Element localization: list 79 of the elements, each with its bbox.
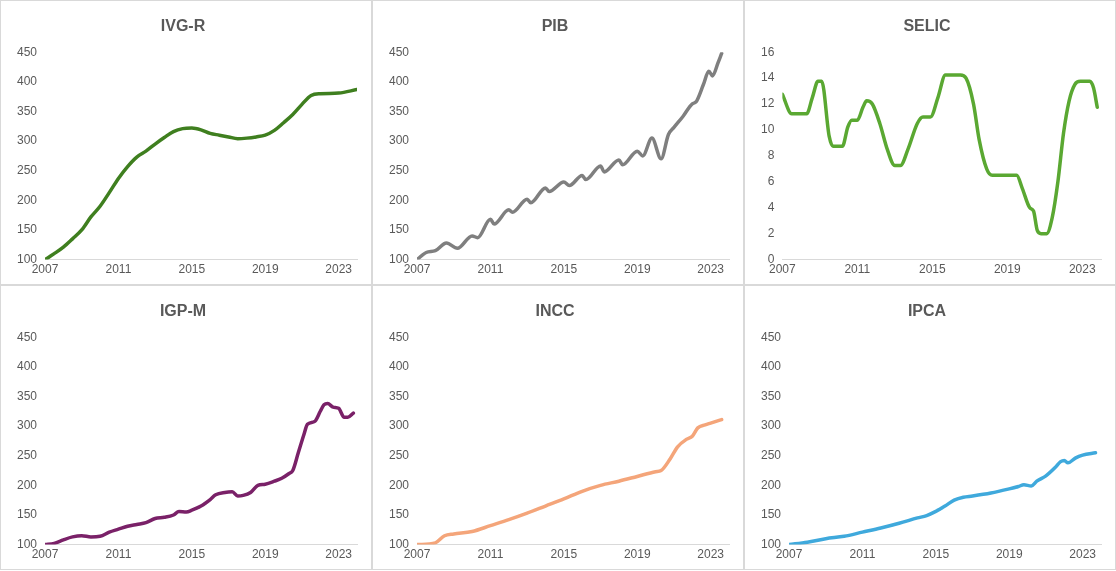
x-tick-label: 2011	[477, 547, 504, 562]
x-tick-label: 2015	[918, 262, 946, 277]
y-tick-label: 200	[388, 192, 410, 207]
y-tick-label: 350	[388, 103, 410, 118]
y-tick-label: 350	[16, 388, 38, 403]
y-tick-label: 350	[760, 388, 782, 403]
chart-title: SELIC	[903, 17, 951, 35]
y-tick-label: 200	[388, 477, 410, 492]
y-tick-label: 150	[388, 507, 410, 522]
y-tick-label: 200	[760, 477, 782, 492]
x-tick-label: 2011	[844, 262, 871, 277]
y-tick-label: 300	[760, 418, 782, 433]
y-tick-label: 350	[16, 103, 38, 118]
chart-title: PIB	[541, 17, 569, 35]
y-tick-label: 450	[16, 329, 38, 344]
y-tick-label: 14	[760, 70, 775, 85]
line-series	[417, 52, 724, 260]
x-tick-label: 2015	[178, 262, 206, 277]
y-tick-label: 10	[760, 122, 775, 137]
line-series	[45, 401, 356, 545]
x-tick-label: 2023	[1069, 547, 1097, 562]
x-tick-label: 2023	[325, 262, 353, 277]
y-tick-label: 250	[760, 448, 782, 463]
y-tick-label: 450	[760, 329, 782, 344]
x-tick-label: 2015	[178, 547, 206, 562]
y-tick-label: 450	[388, 44, 410, 59]
y-tick-label: 400	[16, 359, 38, 374]
y-tick-label: 2	[767, 225, 775, 240]
x-tick-label: 2023	[325, 547, 353, 562]
y-tick-label: 150	[760, 507, 782, 522]
x-tick-label: 2019	[623, 262, 651, 277]
chart-title: IPCA	[907, 302, 947, 320]
y-tick-label: 150	[16, 222, 38, 237]
y-tick-label: 250	[16, 448, 38, 463]
y-tick-label: 150	[16, 507, 38, 522]
chart-title: IGP-M	[159, 302, 207, 320]
y-tick-label: 400	[388, 359, 410, 374]
y-tick-label: 250	[388, 163, 410, 178]
y-tick-label: 200	[16, 477, 38, 492]
x-tick-label: 2015	[550, 262, 578, 277]
x-tick-label: 2023	[697, 262, 725, 277]
y-tick-label: 6	[767, 174, 775, 189]
y-tick-label: 400	[388, 74, 410, 89]
y-tick-label: 400	[760, 359, 782, 374]
x-tick-label: 2015	[922, 547, 950, 562]
y-tick-label: 450	[388, 329, 410, 344]
x-tick-label: 2019	[251, 547, 279, 562]
y-tick-label: 300	[388, 418, 410, 433]
x-tick-label: 2015	[550, 547, 578, 562]
y-tick-label: 300	[16, 133, 38, 148]
y-tick-label: 12	[760, 96, 775, 111]
x-tick-label: 2011	[849, 547, 876, 562]
x-tick-label: 2011	[105, 262, 132, 277]
y-tick-label: 300	[388, 133, 410, 148]
y-tick-label: 16	[760, 44, 775, 59]
y-tick-label: 200	[16, 192, 38, 207]
line-series	[45, 87, 357, 260]
y-tick-label: 450	[16, 44, 38, 59]
x-tick-label: 2011	[477, 262, 504, 277]
chart-title: IVG-R	[160, 17, 206, 35]
y-tick-label: 300	[16, 418, 38, 433]
x-tick-label: 2011	[105, 547, 132, 562]
line-series	[782, 73, 1099, 236]
x-tick-label: 2019	[993, 262, 1021, 277]
y-tick-label: 8	[767, 148, 775, 163]
x-tick-label: 2019	[251, 262, 279, 277]
x-tick-label: 2019	[995, 547, 1023, 562]
y-tick-label: 4	[767, 200, 775, 215]
y-tick-label: 350	[388, 388, 410, 403]
line-series	[789, 451, 1098, 545]
y-tick-label: 250	[16, 163, 38, 178]
y-tick-label: 150	[388, 222, 410, 237]
chart-title: INCC	[535, 302, 575, 320]
x-tick-label: 2023	[1068, 262, 1096, 277]
y-tick-label: 250	[388, 448, 410, 463]
x-tick-label: 2023	[697, 547, 725, 562]
x-tick-label: 2019	[623, 547, 651, 562]
line-series	[417, 417, 724, 545]
y-tick-label: 400	[16, 74, 38, 89]
